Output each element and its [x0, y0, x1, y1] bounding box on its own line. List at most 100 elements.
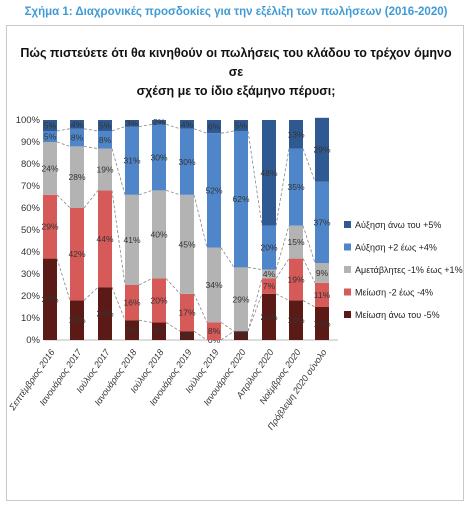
data-label: 20%	[260, 243, 277, 253]
y-tick-label: 40%	[21, 247, 41, 258]
legend-label: Αύξηση +2 έως +4%	[355, 243, 437, 253]
bar-segment	[207, 120, 221, 134]
bar-segment	[43, 194, 57, 259]
connector-line	[275, 258, 290, 279]
data-label: 28%	[68, 172, 85, 182]
bar-segment	[152, 278, 166, 323]
data-label: 40%	[150, 229, 167, 239]
connector-line	[220, 322, 235, 332]
bar-segment	[315, 307, 329, 340]
legend-label: Αμετάβλητες -1% έως +1%	[355, 265, 463, 275]
connector-line	[111, 126, 126, 132]
connector-line	[220, 330, 235, 341]
y-tick-label: 90%	[21, 137, 41, 148]
data-label: 17%	[178, 308, 195, 318]
y-tick-label: 30%	[21, 269, 41, 280]
connector-line	[220, 130, 235, 134]
bar-segment	[234, 120, 248, 131]
x-tick-label: Σεπτέμβριος 2016	[7, 347, 57, 412]
bar-segment	[98, 120, 112, 131]
data-label: 29%	[41, 222, 58, 232]
bar-segment	[125, 194, 139, 285]
bar-segment	[289, 225, 303, 259]
data-label: 52%	[205, 185, 222, 195]
bar-segment	[152, 190, 166, 279]
bar-segment	[289, 148, 303, 226]
bar-segment	[315, 117, 329, 182]
data-label: 11%	[314, 290, 331, 300]
y-tick-label: 80%	[21, 159, 41, 170]
data-label: 41%	[123, 235, 140, 245]
bar-segment	[152, 124, 166, 191]
bar-segment	[262, 269, 276, 279]
connector-line	[56, 258, 71, 301]
bar-segment	[70, 146, 84, 208]
y-tick-label: 0%	[26, 335, 40, 346]
bar-segment	[125, 320, 139, 340]
data-label: 24%	[96, 309, 113, 319]
bar-segment	[152, 322, 166, 340]
data-label: 62%	[232, 194, 249, 204]
bar-segment	[315, 263, 329, 283]
bar-segment	[289, 300, 303, 340]
legend-label: Μείωση άνω του -5%	[355, 310, 440, 320]
data-label: 45%	[178, 239, 195, 249]
bar-segment	[70, 208, 84, 301]
legend-swatch	[344, 311, 351, 318]
data-label: 0%	[235, 326, 248, 336]
bar-segment	[98, 190, 112, 288]
data-label: 15%	[287, 237, 304, 247]
connector-line	[83, 286, 99, 301]
bar-segment	[207, 322, 221, 340]
bar-segment	[315, 282, 329, 307]
data-label: 19%	[96, 165, 113, 175]
data-label: 20%	[150, 295, 167, 305]
data-label: 16%	[123, 298, 140, 308]
bar-segment	[43, 131, 57, 142]
y-tick-label: 70%	[21, 181, 41, 192]
bar-segment	[262, 278, 276, 294]
bar-segment	[180, 293, 194, 332]
connector-line	[83, 146, 99, 149]
connector-line	[56, 141, 71, 147]
y-tick-label: 60%	[21, 203, 41, 214]
bar-segment	[70, 128, 84, 147]
connector-line	[165, 278, 181, 295]
bar-segment	[289, 258, 303, 301]
legend-label: Αύξηση άνω του +5%	[355, 220, 441, 230]
data-label: 35%	[287, 182, 304, 192]
data-label: 5%	[235, 121, 248, 131]
legend-swatch	[344, 221, 351, 228]
data-label: 37%	[313, 217, 330, 227]
bar-segment	[234, 131, 248, 268]
data-label: 6%	[208, 122, 221, 132]
bar-segment	[315, 181, 329, 263]
connector-line	[111, 148, 126, 195]
connector-line	[165, 190, 181, 196]
connector-line	[111, 190, 126, 286]
data-label: 5%	[44, 132, 57, 142]
connector-line	[275, 148, 290, 226]
data-label: 48%	[260, 168, 277, 178]
bar-segment	[207, 247, 221, 323]
data-label: 18%	[68, 315, 85, 325]
data-label: 24%	[41, 163, 58, 173]
data-label: 2%	[153, 117, 166, 127]
connector-line	[56, 194, 71, 209]
bar-segment	[98, 148, 112, 191]
bar-segment	[289, 120, 303, 149]
bar-segment	[125, 285, 139, 321]
data-label: 4%	[181, 331, 194, 341]
data-label: 8%	[208, 326, 221, 336]
data-label: 18%	[287, 315, 304, 325]
connector-line	[138, 190, 153, 196]
data-label: 21%	[260, 312, 277, 322]
y-tick-label: 10%	[21, 313, 41, 324]
y-tick-label: 100%	[16, 115, 41, 126]
bar-segment	[262, 293, 276, 340]
bar-segment	[180, 128, 194, 195]
bar-segment	[180, 120, 194, 129]
data-label: 8%	[153, 326, 166, 336]
connector-line	[302, 258, 316, 283]
data-label: 8%	[99, 135, 112, 145]
